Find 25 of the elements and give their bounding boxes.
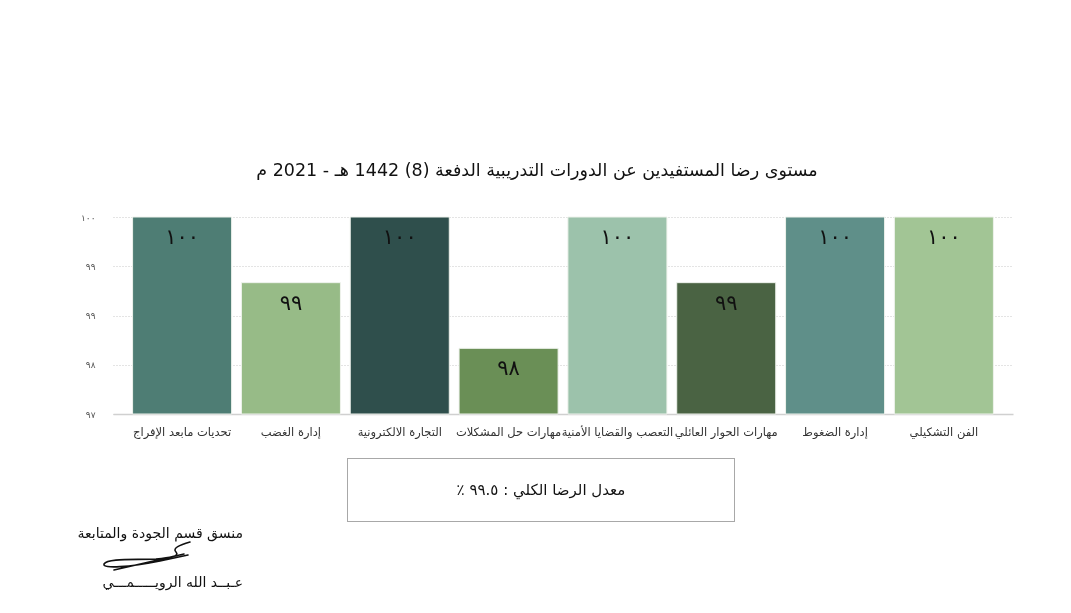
text: عـبــد الله الرويـــــمـــي (102, 574, 243, 590)
y-tick-label: ٩٧ (85, 409, 96, 420)
y-tick-label: ٩٩ (85, 311, 96, 321)
chart-title: مستوى رضا المستفيدين عن الدورات التدريبية الدفعة (8) 1442 هـ - 2021 م (256, 159, 818, 181)
x-tick-label: مهارات الحوار العائلي (674, 424, 778, 440)
y-tick-label: ١٠٠ (80, 212, 96, 223)
x-tick-label: مهارات حل المشكلات (455, 424, 562, 440)
note-box: معدل الرضا الكلي : ٩٩.٥ ٪ (347, 458, 735, 522)
x-tick-label: إدارة الضغوط (802, 424, 868, 440)
y-tick-label: ٩٨ (85, 360, 96, 371)
data-label: ١٠٠ (165, 225, 200, 249)
data-label: ١٠٠ (818, 225, 852, 249)
data-label: ٩٨ (497, 356, 520, 381)
x-tick-label: التعصب والقضايا الأمنية (561, 424, 674, 440)
y-tick-label: ٩٩ (85, 261, 96, 272)
data-label: ٩٩ (714, 290, 738, 315)
x-tick-label: تحديات مابعد الإفراج (133, 424, 232, 440)
data-label: ١٠٠ (926, 225, 961, 249)
x-tick-label: الفن التشكيلي (909, 424, 979, 440)
data-label: ١٠٠ (382, 225, 417, 249)
data-label: ٩٩ (279, 290, 303, 315)
text: منسق قسم الجودة والمتابعة (77, 525, 243, 541)
x-tick-label: التجارة الالكترونية (357, 424, 442, 440)
x-tick-label: إدارة الغضب (260, 424, 322, 440)
data-label: ١٠٠ (600, 225, 635, 249)
